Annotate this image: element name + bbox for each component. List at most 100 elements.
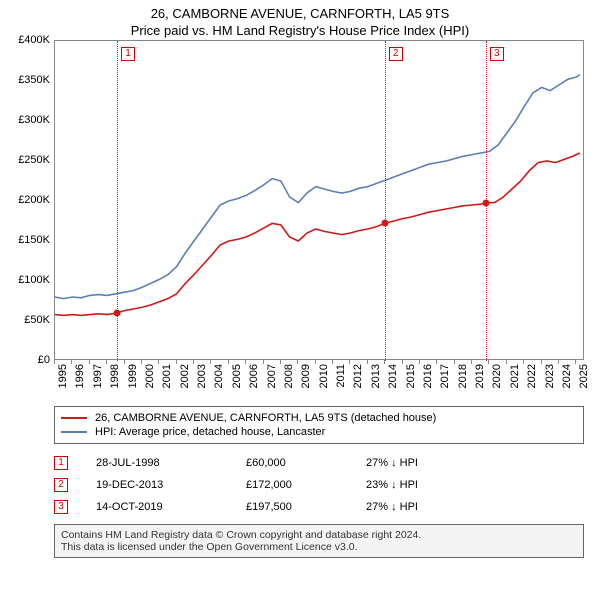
- x-tick-label: 2000: [144, 364, 156, 388]
- legend-item-hpi: HPI: Average price, detached house, Lanc…: [61, 425, 577, 439]
- event-diff: 27% ↓ HPI: [366, 457, 418, 469]
- event-marker-box: 2: [389, 47, 403, 61]
- event-price: £197,500: [246, 501, 366, 513]
- title-address: 26, CAMBORNE AVENUE, CARNFORTH, LA5 9TS: [0, 6, 600, 21]
- x-tick-mark: [332, 360, 333, 364]
- event-diff: 27% ↓ HPI: [366, 501, 418, 513]
- event-price: £60,000: [246, 457, 366, 469]
- event-marker: 3: [54, 500, 68, 514]
- x-tick-label: 2004: [213, 364, 225, 388]
- legend-item-property: 26, CAMBORNE AVENUE, CARNFORTH, LA5 9TS …: [61, 411, 577, 425]
- x-tick-mark: [141, 360, 142, 364]
- x-tick-label: 2010: [318, 364, 330, 388]
- event-price: £172,000: [246, 479, 366, 491]
- plot-area: 1 2 3: [54, 40, 584, 360]
- x-tick-label: 1996: [74, 364, 86, 388]
- x-axis: 1995 1996 1997 1998 1999 2000 2001 2002 2003 2004…: [54, 360, 584, 400]
- x-tick-label: 1997: [92, 364, 104, 388]
- event-date: 28-JUL-1998: [96, 457, 246, 469]
- y-tick-label: £150K: [18, 234, 50, 246]
- x-tick-mark: [280, 360, 281, 364]
- legend: 26, CAMBORNE AVENUE, CARNFORTH, LA5 9TS …: [54, 406, 584, 444]
- x-tick-mark: [245, 360, 246, 364]
- y-tick-label: £300K: [18, 114, 50, 126]
- x-tick-mark: [89, 360, 90, 364]
- event-dot: [482, 200, 489, 207]
- x-tick-mark: [315, 360, 316, 364]
- x-tick-label: 1995: [57, 364, 69, 388]
- x-tick-mark: [124, 360, 125, 364]
- title-block: 26, CAMBORNE AVENUE, CARNFORTH, LA5 9TS …: [0, 0, 600, 40]
- chart-area: £0£50K£100K£150K£200K£250K£300K£350K£400…: [40, 40, 600, 400]
- legend-label-property: 26, CAMBORNE AVENUE, CARNFORTH, LA5 9TS …: [95, 412, 436, 424]
- footer-line1: Contains HM Land Registry data © Crown c…: [61, 529, 577, 541]
- chart-container: 26, CAMBORNE AVENUE, CARNFORTH, LA5 9TS …: [0, 0, 600, 590]
- event-marker: 2: [54, 478, 68, 492]
- y-tick-label: £200K: [18, 194, 50, 206]
- x-tick-mark: [158, 360, 159, 364]
- x-tick-label: 1999: [127, 364, 139, 388]
- x-tick-mark: [454, 360, 455, 364]
- y-tick-label: £50K: [24, 314, 50, 326]
- event-row: 1 28-JUL-1998£60,00027% ↓ HPI: [54, 452, 584, 474]
- x-tick-label: 2018: [457, 364, 469, 388]
- y-axis: £0£50K£100K£150K£200K£250K£300K£350K£400…: [0, 40, 50, 360]
- x-tick-label: 2002: [179, 364, 191, 388]
- y-tick-label: £0: [38, 354, 50, 366]
- event-dot: [381, 220, 388, 227]
- x-tick-mark: [367, 360, 368, 364]
- x-tick-label: 2017: [439, 364, 451, 388]
- x-tick-mark: [558, 360, 559, 364]
- x-tick-label: 2024: [561, 364, 573, 388]
- x-tick-label: 2007: [266, 364, 278, 388]
- x-tick-label: 2015: [405, 364, 417, 388]
- footer-line2: This data is licensed under the Open Gov…: [61, 541, 577, 553]
- event-row: 2 19-DEC-2013£172,00023% ↓ HPI: [54, 474, 584, 496]
- x-tick-mark: [523, 360, 524, 364]
- x-tick-label: 2011: [335, 364, 347, 388]
- x-tick-label: 2020: [491, 364, 503, 388]
- x-tick-mark: [402, 360, 403, 364]
- x-tick-mark: [419, 360, 420, 364]
- x-tick-mark: [541, 360, 542, 364]
- y-tick-label: £350K: [18, 74, 50, 86]
- x-tick-label: 2003: [196, 364, 208, 388]
- events-table: 128-JUL-1998£60,00027% ↓ HPI219-DEC-2013…: [54, 452, 584, 518]
- x-tick-mark: [488, 360, 489, 364]
- title-subtitle: Price paid vs. HM Land Registry's House …: [0, 23, 600, 38]
- x-tick-mark: [471, 360, 472, 364]
- x-tick-label: 2014: [387, 364, 399, 388]
- x-tick-label: 2023: [544, 364, 556, 388]
- event-dot: [114, 310, 121, 317]
- x-tick-mark: [506, 360, 507, 364]
- x-tick-label: 2021: [509, 364, 521, 388]
- x-tick-label: 2022: [526, 364, 538, 388]
- footer: Contains HM Land Registry data © Crown c…: [54, 524, 584, 558]
- event-marker: 1: [54, 456, 68, 470]
- x-tick-label: 1998: [109, 364, 121, 388]
- legend-swatch-blue: [61, 431, 87, 433]
- x-tick-label: 2001: [161, 364, 173, 388]
- x-tick-label: 2005: [231, 364, 243, 388]
- event-marker-box: 3: [490, 47, 504, 61]
- event-vline: [385, 41, 386, 361]
- x-tick-label: 2012: [352, 364, 364, 388]
- x-tick-label: 2009: [300, 364, 312, 388]
- x-tick-mark: [349, 360, 350, 364]
- x-tick-label: 2019: [474, 364, 486, 388]
- x-tick-mark: [228, 360, 229, 364]
- legend-label-hpi: HPI: Average price, detached house, Lanc…: [95, 426, 325, 438]
- event-row: 3 14-OCT-2019£197,50027% ↓ HPI: [54, 496, 584, 518]
- series-line-hpi: [55, 75, 580, 299]
- event-date: 19-DEC-2013: [96, 479, 246, 491]
- x-tick-label: 2016: [422, 364, 434, 388]
- event-diff: 23% ↓ HPI: [366, 479, 418, 491]
- x-tick-mark: [384, 360, 385, 364]
- x-tick-label: 2006: [248, 364, 260, 388]
- event-date: 14-OCT-2019: [96, 501, 246, 513]
- line-svg: [55, 41, 585, 361]
- x-tick-mark: [54, 360, 55, 364]
- x-tick-mark: [297, 360, 298, 364]
- x-tick-label: 2025: [578, 364, 590, 388]
- event-marker-box: 1: [121, 47, 135, 61]
